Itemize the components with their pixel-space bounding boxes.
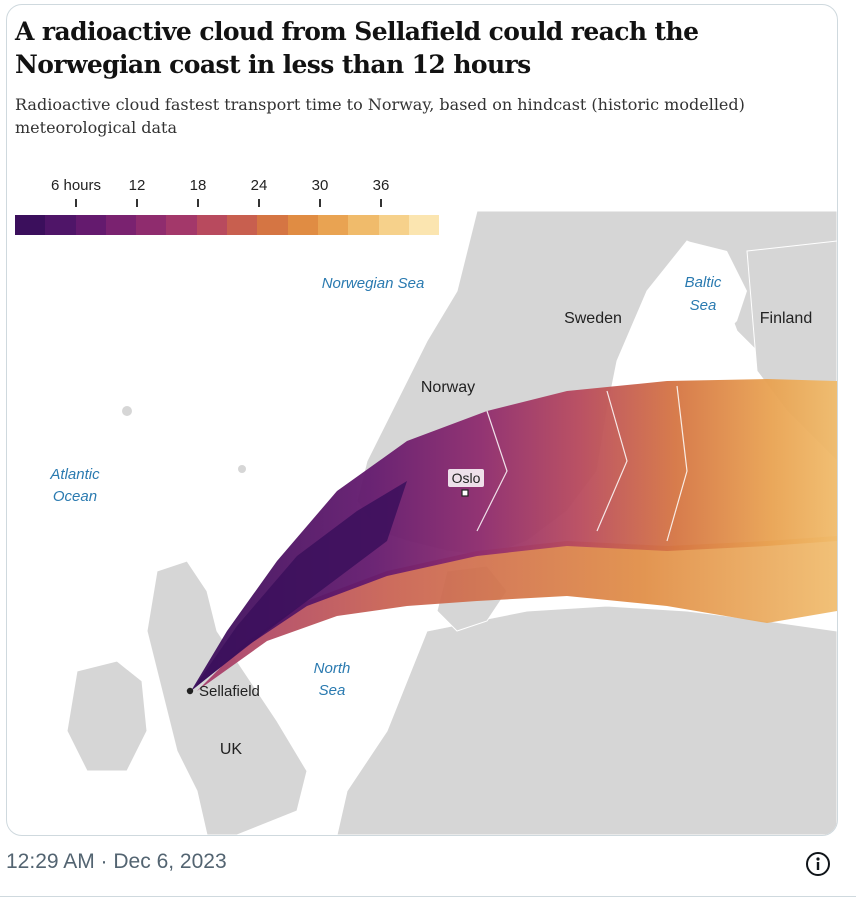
legend-tick <box>258 199 260 207</box>
legend-tick <box>197 199 199 207</box>
label-north-sea-line2: Sea <box>319 682 346 699</box>
legend-color-segment <box>378 215 409 235</box>
legend-tick-label: 6 hours <box>50 177 102 194</box>
chart-title: A radioactive cloud from Sellafield coul… <box>15 17 699 79</box>
divider <box>0 896 856 897</box>
legend-color-segment <box>15 215 46 235</box>
land-europe <box>336 605 837 835</box>
sea-baltic <box>622 241 747 391</box>
legend-color-segment <box>408 215 440 235</box>
label-sellafield: Sellafield <box>199 683 260 700</box>
legend-color-segment <box>75 215 106 235</box>
legend-color-segment <box>196 215 228 235</box>
legend-tick-label: 30 <box>311 177 329 194</box>
plume-south-band <box>197 536 837 691</box>
legend-tick <box>380 199 382 207</box>
legend-tick-label: 36 <box>372 177 390 194</box>
land-ireland <box>66 660 148 772</box>
tweet-timestamp[interactable]: 12:29 AM · Dec 6, 2023 <box>6 850 227 873</box>
legend-tick-label: 18 <box>189 177 207 194</box>
legend-color-segment <box>287 215 318 235</box>
legend-color-segment <box>136 215 167 235</box>
oslo-marker <box>461 489 469 497</box>
legend-tick-label: 24 <box>250 177 268 194</box>
label-atlantic-line2: Ocean <box>53 488 97 505</box>
legend-color-segment <box>45 215 76 235</box>
label-north-sea-line1: North <box>314 660 351 677</box>
plume-main <box>191 379 837 691</box>
plume-core <box>193 481 407 689</box>
legend-color-segment <box>227 215 258 235</box>
legend-tick <box>319 199 321 207</box>
legend-tick-label: 12 <box>128 177 146 194</box>
legend-color-segment <box>257 215 288 235</box>
land-great-britain <box>146 560 308 835</box>
legend-color-segment <box>348 215 379 235</box>
label-uk: UK <box>220 741 243 758</box>
legend-tick <box>75 199 77 207</box>
chart-subtitle: Radioactive cloud fastest transport time… <box>15 95 745 137</box>
info-icon[interactable] <box>805 851 831 877</box>
map: Norwegian Sea Baltic Sea Atlantic Ocean … <box>49 211 837 835</box>
legend-color-segment <box>166 215 197 235</box>
legend-color-scale <box>15 215 440 235</box>
legend-color-segment <box>317 215 349 235</box>
tweet-card: A radioactive cloud from Sellafield coul… <box>6 4 838 836</box>
label-norway: Norway <box>421 379 475 396</box>
sellafield-marker <box>186 687 194 695</box>
label-sweden: Sweden <box>564 310 622 327</box>
legend-tick <box>136 199 138 207</box>
legend-color-segment <box>105 215 137 235</box>
label-oslo: Oslo <box>452 470 481 486</box>
label-baltic-sea-line1: Baltic <box>685 274 722 291</box>
label-norwegian-sea: Norwegian Sea <box>322 275 425 292</box>
label-atlantic-line1: Atlantic <box>49 466 100 483</box>
label-finland: Finland <box>760 310 812 327</box>
label-baltic-sea-line2: Sea <box>690 297 717 314</box>
legend: 6 hours 12 18 24 30 36 <box>15 177 440 237</box>
